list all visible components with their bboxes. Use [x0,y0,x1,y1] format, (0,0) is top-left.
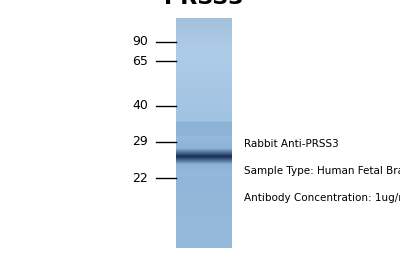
Text: Rabbit Anti-PRSS3: Rabbit Anti-PRSS3 [244,139,339,149]
Text: Antibody Concentration: 1ug/mL: Antibody Concentration: 1ug/mL [244,193,400,203]
Text: 65: 65 [132,55,148,68]
Text: PRSS3: PRSS3 [164,0,244,8]
Text: Sample Type: Human Fetal Brain: Sample Type: Human Fetal Brain [244,166,400,176]
Text: 29: 29 [132,135,148,148]
Text: 22: 22 [132,172,148,185]
Text: 90: 90 [132,35,148,48]
Text: 40: 40 [132,99,148,112]
